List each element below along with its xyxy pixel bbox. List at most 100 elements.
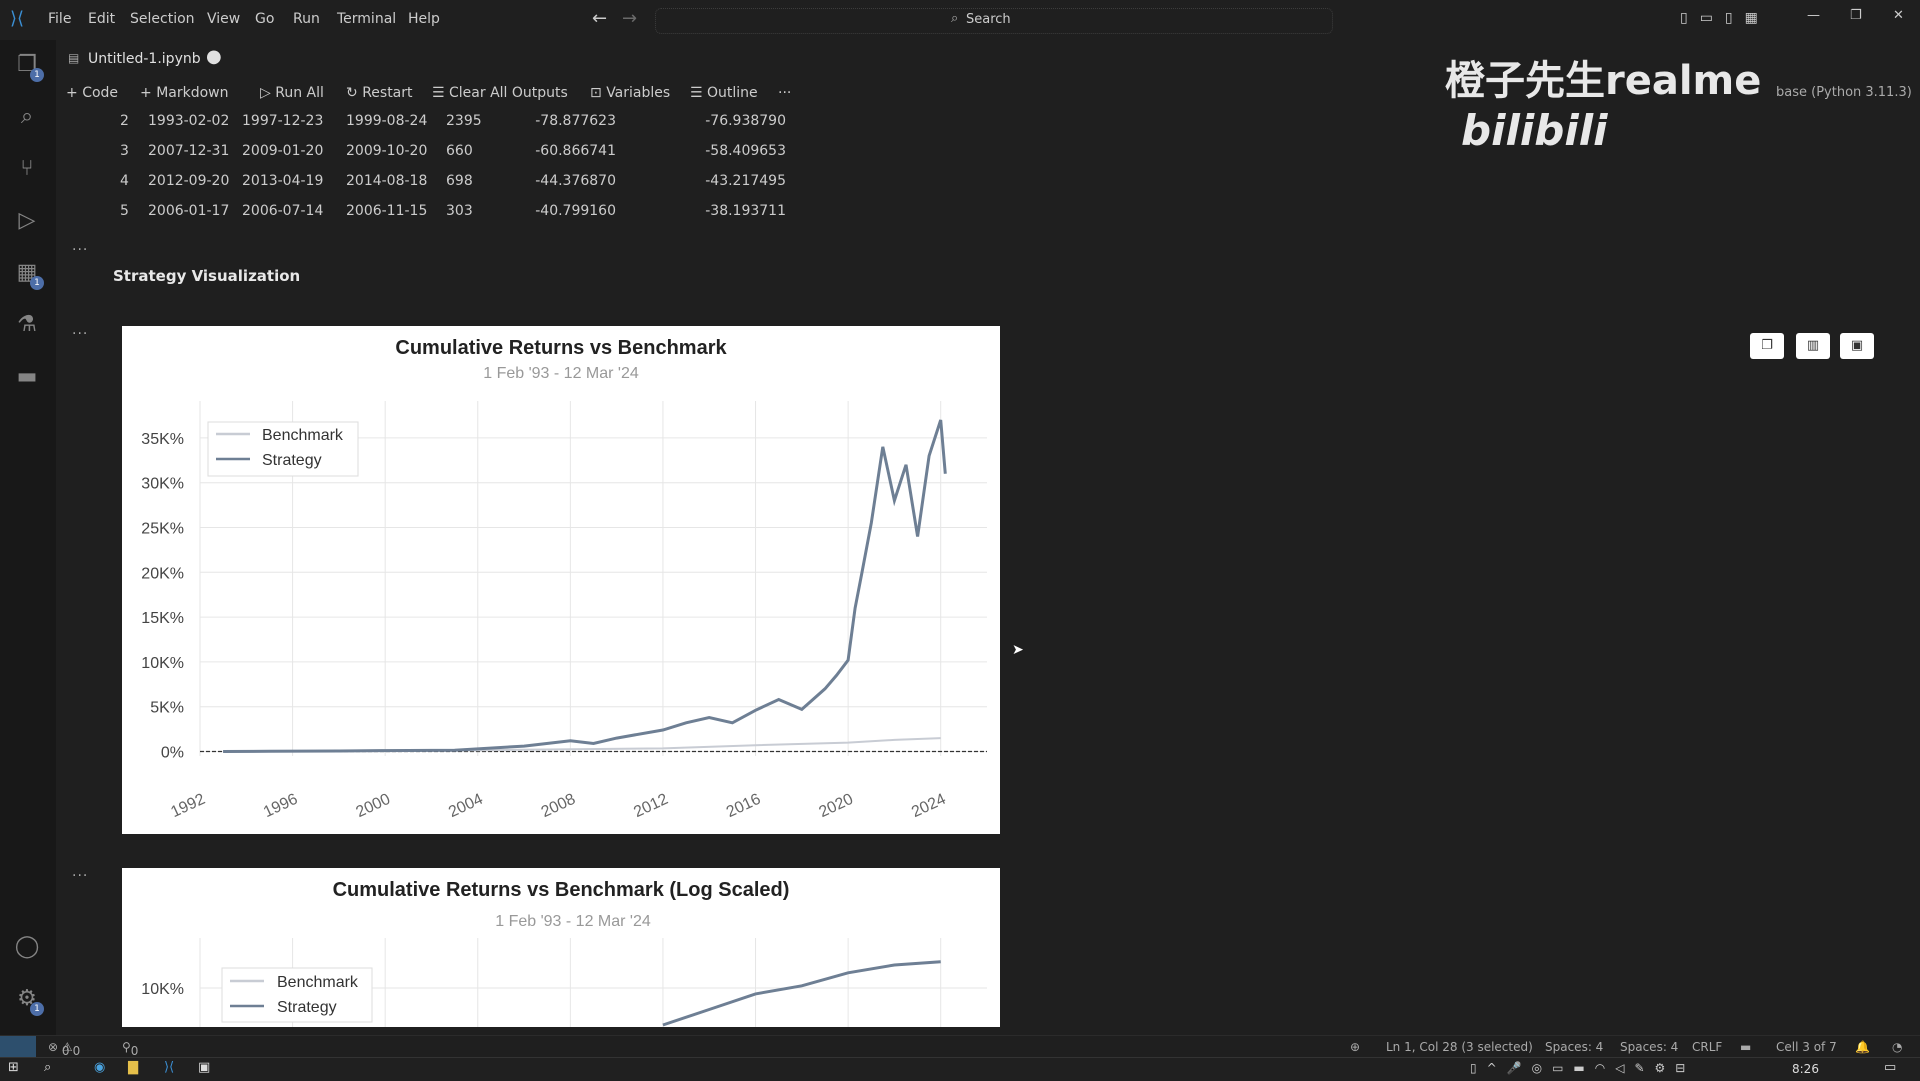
table-cell: -44.376870 [535,173,616,189]
minimize-icon[interactable]: — [1807,8,1820,23]
back-arrow-icon[interactable]: ← [592,8,608,29]
table-cell: 2012-09-20 [148,173,230,189]
copy-output-button[interactable]: ❐ [1750,333,1784,359]
restore-icon[interactable]: ❐ [1850,8,1862,23]
windows-taskbar: ⊞ ⌕ ◉ ▇ ⟩⟨ ▣ ▯^🎤◎▭▬◠◁✎⚙⊟ 8:26 ▭ [0,1057,1920,1081]
unsaved-dot-icon[interactable]: ● [206,46,222,67]
table-cell: -40.799160 [535,203,616,219]
clock: 8:26 [1792,1062,1819,1076]
table-cell: 2006-07-14 [242,203,324,219]
zoom-icon[interactable]: ⊕ [1350,1040,1361,1054]
add-markdown-button[interactable]: + Markdown [140,85,229,101]
table-cell: -43.217495 [705,173,786,189]
add-code-button[interactable]: + Code [66,85,119,101]
menu-item-view[interactable]: View [207,11,241,27]
eol-status[interactable]: CRLF [1692,1040,1723,1054]
extensions-icon[interactable]: ▦ 1 [12,258,44,290]
table-cell: 2013-04-19 [242,173,324,189]
table-cell: 2006-11-15 [346,203,428,219]
vscode-taskbar-icon[interactable]: ⟩⟨ [164,1060,175,1075]
notification-center-icon[interactable]: ▭ [1884,1060,1897,1075]
y-tick-label: 20K% [141,565,184,582]
close-icon[interactable]: ✕ [1893,8,1904,23]
series-line-benchmark [223,737,941,753]
account-icon[interactable]: ◯ [14,934,40,959]
table-cell: 5 [120,203,129,219]
cell-collapse-dots[interactable]: ··· [72,242,89,258]
cell-status[interactable]: Cell 3 of 7 [1776,1040,1837,1054]
outline-icon: ☰ [690,85,708,101]
legend-label-strategy: Strategy [277,999,337,1016]
y-tick-label: 30K% [141,476,184,493]
menu-item-run[interactable]: Run [293,11,320,27]
table-cell: -78.877623 [535,113,616,129]
tab-title: Untitled-1.ipynb [88,51,201,67]
layout-icons[interactable]: ▯▭▯▦ [1680,10,1770,26]
gear-icon[interactable]: ⚙ 1 [12,984,44,1016]
cursor-position[interactable]: Ln 1, Col 28 (3 selected) [1386,1040,1533,1054]
menu-item-edit[interactable]: Edit [88,11,116,27]
y-tick-label: 5K% [150,700,184,717]
search-sidebar-icon[interactable]: ⌕ [20,104,34,129]
source-control-icon[interactable]: ⑂ [20,156,34,181]
table-row: 3 2007-12-31 2009-01-20 2009-10-20 660 -60.86… [110,140,810,166]
table-cell: 1997-12-23 [242,113,324,129]
windows-start-icon[interactable]: ⊞ [8,1060,19,1075]
chart-cumulative-returns-log: Cumulative Returns vs Benchmark (Log Sca… [122,868,1000,1027]
menu-item-go[interactable]: Go [255,11,275,27]
ports-status[interactable]: ⚲ 0 [122,1040,139,1058]
variables-button[interactable]: ⊡ Variables [590,85,671,101]
file-explorer-icon[interactable]: ▇ [128,1060,138,1075]
chart-cumulative-returns: Cumulative Returns vs Benchmark 1 Feb '93… [122,326,1000,834]
search-box[interactable]: ⌕ Search [655,8,1333,34]
outline-button[interactable]: ☰ Outline [690,85,758,101]
menu-item-terminal[interactable]: Terminal [337,11,397,27]
taskbar-search-icon[interactable]: ⌕ [44,1060,52,1075]
system-tray-icons[interactable]: ▯^🎤◎▭▬◠◁✎⚙⊟ [1470,1061,1696,1075]
cell-collapse-dots[interactable]: ··· [72,326,89,342]
problems-status[interactable]: ⊗ 0 ⚠ 0 [48,1040,81,1058]
x-tick-label: 2008 [539,791,579,821]
table-cell: -58.409653 [705,143,786,159]
table-cell: 660 [446,143,473,159]
remote-explorer-icon[interactable]: ▬ [16,364,38,389]
series-line-strategy [662,960,941,1027]
restart-button[interactable]: ↻ Restart [346,85,413,101]
table-cell: 2009-10-20 [346,143,428,159]
explorer-icon[interactable]: ❐ 1 [12,50,44,82]
more-actions-button[interactable]: ··· [778,85,792,101]
spaces-status[interactable]: Spaces: 4 [1545,1040,1604,1054]
table-row: 5 2006-01-17 2006-07-14 2006-11-15 303 -40.79… [110,200,810,226]
x-tick-label: 2012 [631,791,671,821]
notebook-file-icon: ▤ [68,51,80,65]
layout-status-icon[interactable]: ▬ [1740,1040,1752,1054]
legend-label-benchmark: Benchmark [262,427,344,444]
legend-box [207,421,359,477]
save-output-button[interactable]: ▣ [1840,333,1874,359]
view-chart-button[interactable]: ▥ [1796,333,1830,359]
table-cell: 3 [120,143,129,159]
notification-icon[interactable]: ◔ [1892,1040,1903,1054]
edge-icon[interactable]: ◉ [94,1060,106,1075]
run-all-button[interactable]: ▷ Run All [260,85,324,101]
chart-title: Cumulative Returns vs Benchmark [395,337,727,359]
bilibili-logo: bilibili [1461,106,1608,155]
run-debug-icon[interactable]: ▷ [18,208,36,233]
menu-item-file[interactable]: File [48,11,72,27]
bell-icon[interactable]: 🔔 [1855,1040,1870,1054]
spaces-status-2[interactable]: Spaces: 4 [1620,1040,1679,1054]
menu-item-selection[interactable]: Selection [130,11,195,27]
testing-icon[interactable]: ⚗ [17,312,37,337]
app-taskbar-icon[interactable]: ▣ [198,1060,211,1075]
table-cell: -76.938790 [705,113,786,129]
remote-indicator-icon[interactable] [0,1036,36,1058]
forward-arrow-icon[interactable]: → [622,8,638,29]
y-tick-label: 0% [161,745,184,762]
clear-outputs-button[interactable]: ☰ Clear All Outputs [432,85,568,101]
menu-item-help[interactable]: Help [408,11,440,27]
kernel-picker[interactable]: base (Python 3.11.3) [1776,85,1912,100]
chart-title: Cumulative Returns vs Benchmark (Log Sca… [333,879,790,901]
chart-2-svg: Cumulative Returns vs Benchmark (Log Sca… [141,879,987,1027]
cell-collapse-dots[interactable]: ··· [72,868,89,884]
y-tick-label: 25K% [141,520,184,537]
